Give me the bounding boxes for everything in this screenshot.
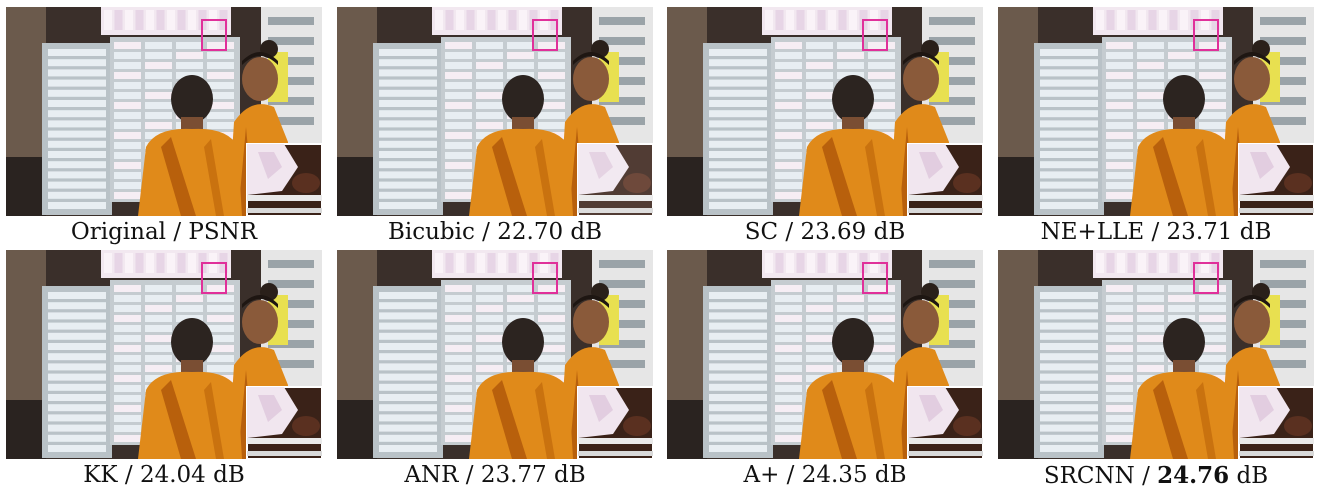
result-panel-2: Bicubic / 22.70 dB bbox=[337, 7, 653, 247]
unit-label: dB bbox=[1229, 463, 1269, 489]
caption: SRCNN / 24.76 dB bbox=[998, 462, 1314, 489]
novice-head bbox=[242, 57, 278, 101]
zoom-region-box bbox=[201, 262, 227, 294]
caption: SC / 23.69 dB bbox=[667, 219, 983, 245]
psnr-value: 23.71 bbox=[1166, 219, 1233, 245]
method-name: SC bbox=[744, 219, 779, 245]
zoom-region-box bbox=[532, 19, 558, 51]
unit-label: dB bbox=[1232, 219, 1272, 245]
unit-label: dB bbox=[563, 219, 603, 245]
result-panel-4: NE+LLE / 23.71 dB bbox=[998, 7, 1314, 247]
psnr-value: 24.76 bbox=[1157, 462, 1230, 489]
monk-head bbox=[832, 75, 874, 123]
caption: NE+LLE / 23.71 dB bbox=[998, 219, 1314, 245]
result-panel-8: SRCNN / 24.76 dB bbox=[998, 250, 1314, 490]
unit-label: dB bbox=[205, 462, 245, 488]
novice-head bbox=[573, 57, 609, 101]
caption: Bicubic / 22.70 dB bbox=[337, 219, 653, 245]
zoom-inset bbox=[1238, 143, 1314, 216]
zoom-region-box bbox=[532, 262, 558, 294]
display-board-left bbox=[1034, 286, 1104, 458]
novice-head bbox=[903, 300, 939, 344]
novice-head bbox=[573, 300, 609, 344]
zoom-inset bbox=[577, 386, 653, 459]
method-name: NE+LLE bbox=[1040, 219, 1145, 245]
display-board-left bbox=[703, 286, 773, 458]
caption: KK / 24.04 dB bbox=[6, 462, 322, 488]
result-panel-6: ANR / 23.77 dB bbox=[337, 250, 653, 490]
zoom-inset bbox=[246, 143, 322, 216]
monk-head bbox=[502, 318, 544, 366]
psnr-value: 24.04 bbox=[139, 462, 206, 488]
caption-separator: / bbox=[779, 462, 802, 488]
caption: A+ / 24.35 dB bbox=[667, 462, 983, 488]
zoom-inset bbox=[907, 143, 983, 216]
monk-head bbox=[1163, 75, 1205, 123]
result-panel-5: KK / 24.04 dB bbox=[6, 250, 322, 490]
method-name: KK bbox=[83, 462, 118, 488]
unit-label: dB bbox=[867, 462, 907, 488]
result-image bbox=[6, 7, 322, 216]
result-panel-3: SC / 23.69 dB bbox=[667, 7, 983, 247]
caption-separator: / bbox=[458, 462, 481, 488]
caption: ANR / 23.77 dB bbox=[337, 462, 653, 488]
display-board-left bbox=[373, 43, 443, 215]
result-image bbox=[998, 250, 1314, 459]
method-name: A+ bbox=[743, 462, 780, 488]
zoom-region-box bbox=[862, 262, 888, 294]
display-board-left bbox=[1034, 43, 1104, 215]
method-name: ANR bbox=[404, 462, 459, 488]
psnr-value: 23.69 bbox=[800, 219, 867, 245]
zoom-region-box bbox=[1193, 19, 1219, 51]
result-image bbox=[6, 250, 322, 459]
psnr-value: PSNR bbox=[188, 219, 258, 245]
psnr-value: 24.35 bbox=[801, 462, 868, 488]
monk-head bbox=[1163, 318, 1205, 366]
result-image bbox=[998, 7, 1314, 216]
caption-separator: / bbox=[166, 219, 189, 245]
result-panel-1: Original / PSNR bbox=[6, 7, 322, 247]
caption-separator: / bbox=[778, 219, 801, 245]
result-image bbox=[337, 250, 653, 459]
display-board-left bbox=[42, 43, 112, 215]
zoom-region-box bbox=[1193, 262, 1219, 294]
display-board-left bbox=[373, 286, 443, 458]
result-panel-7: A+ / 24.35 dB bbox=[667, 250, 983, 490]
result-image bbox=[667, 250, 983, 459]
method-name: Original bbox=[70, 219, 167, 245]
psnr-value: 23.77 bbox=[480, 462, 547, 488]
zoom-inset bbox=[907, 386, 983, 459]
novice-head bbox=[1234, 300, 1270, 344]
caption: Original / PSNR bbox=[6, 219, 322, 245]
display-board-left bbox=[703, 43, 773, 215]
result-image bbox=[337, 7, 653, 216]
zoom-inset bbox=[246, 386, 322, 459]
unit-label: dB bbox=[546, 462, 586, 488]
unit-label: dB bbox=[866, 219, 906, 245]
method-name: SRCNN bbox=[1043, 463, 1135, 489]
method-name: Bicubic bbox=[387, 219, 475, 245]
display-board-left bbox=[42, 286, 112, 458]
monk-head bbox=[502, 75, 544, 123]
monk-head bbox=[832, 318, 874, 366]
monk-head bbox=[171, 75, 213, 123]
zoom-region-box bbox=[201, 19, 227, 51]
zoom-inset bbox=[577, 143, 653, 216]
novice-head bbox=[903, 57, 939, 101]
zoom-inset bbox=[1238, 386, 1314, 459]
novice-head bbox=[242, 300, 278, 344]
caption-separator: / bbox=[474, 219, 498, 245]
novice-head bbox=[1234, 57, 1270, 101]
caption-separator: / bbox=[117, 462, 140, 488]
monk-head bbox=[171, 318, 213, 366]
caption-separator: / bbox=[1144, 219, 1167, 245]
zoom-region-box bbox=[862, 19, 888, 51]
result-image bbox=[667, 7, 983, 216]
psnr-value: 22.70 bbox=[497, 219, 564, 245]
caption-separator: / bbox=[1134, 463, 1158, 489]
